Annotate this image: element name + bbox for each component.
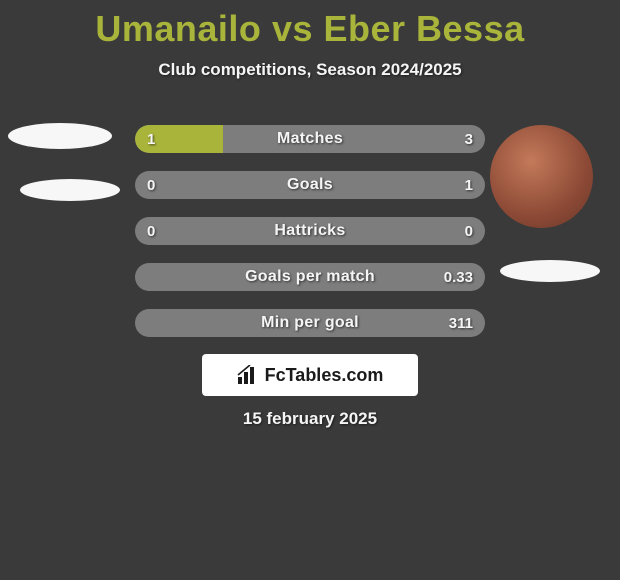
- page-title: Umanailo vs Eber Bessa: [0, 0, 620, 50]
- stat-label: Matches: [135, 125, 485, 153]
- stat-value-right: 0: [465, 217, 473, 245]
- vs-separator: vs: [272, 8, 313, 49]
- stat-bars: 1Matches30Goals10Hattricks0Goals per mat…: [135, 125, 485, 355]
- stat-bar: Min per goal311: [135, 309, 485, 337]
- stat-value-right: 3: [465, 125, 473, 153]
- player2-avatar: [490, 125, 593, 228]
- player2-club-badge: [500, 260, 600, 282]
- stat-value-right: 1: [465, 171, 473, 199]
- stat-value-right: 311: [449, 309, 473, 337]
- player2-name: Eber Bessa: [324, 8, 525, 49]
- stat-bar: Goals per match0.33: [135, 263, 485, 291]
- logo-text: FcTables.com: [265, 365, 384, 386]
- comparison-card: Umanailo vs Eber Bessa Club competitions…: [0, 0, 620, 580]
- stat-label: Goals per match: [135, 263, 485, 291]
- stat-bar: 1Matches3: [135, 125, 485, 153]
- source-logo: FcTables.com: [202, 354, 418, 396]
- player1-club-badge: [20, 179, 120, 201]
- bar-chart-icon: [237, 365, 259, 385]
- stat-label: Hattricks: [135, 217, 485, 245]
- stat-label: Goals: [135, 171, 485, 199]
- stat-bar: 0Hattricks0: [135, 217, 485, 245]
- stat-value-right: 0.33: [444, 263, 473, 291]
- player1-avatar: [8, 123, 112, 149]
- subtitle: Club competitions, Season 2024/2025: [0, 60, 620, 80]
- player1-name: Umanailo: [95, 8, 261, 49]
- stat-label: Min per goal: [135, 309, 485, 337]
- date-label: 15 february 2025: [0, 409, 620, 429]
- stat-bar: 0Goals1: [135, 171, 485, 199]
